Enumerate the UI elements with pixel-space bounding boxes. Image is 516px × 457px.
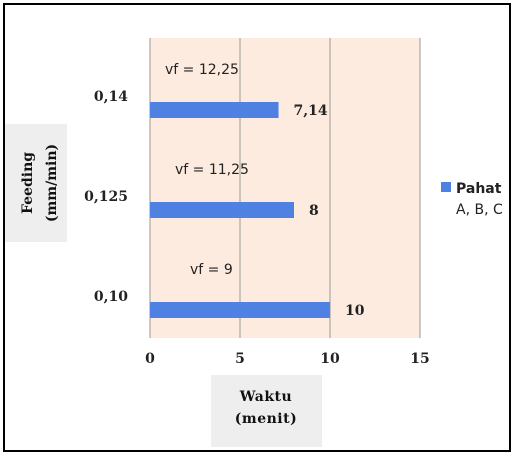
data-labels: 10 8 7,14	[294, 103, 365, 319]
x-axis-title-line1: Waktu	[239, 389, 292, 405]
data-label-2: 7,14	[294, 103, 328, 119]
legend-label-line2: A, B, C	[456, 202, 503, 218]
y-tick-labels: 0,10 0,125 0,14	[84, 89, 128, 305]
y-tick-label-0: 0,10	[94, 289, 128, 305]
x-tick-label-3: 15	[410, 351, 429, 367]
y-axis-title: Feeding	[20, 152, 36, 214]
bar-2	[150, 102, 279, 118]
y-tick-label-2: 0,14	[94, 89, 128, 105]
y-tick-label-1: 0,125	[84, 189, 128, 205]
annotations: vf = 9 vf = 11,25 vf = 12,25	[165, 62, 249, 278]
bars	[150, 102, 330, 318]
x-axis-title-line2: (menit)	[235, 411, 297, 427]
y-axis-title-2: (mm/min)	[44, 144, 60, 222]
annotation-1: vf = 11,25	[175, 162, 249, 178]
annotation-0: vf = 9	[190, 262, 233, 278]
x-tick-label-0: 0	[145, 351, 155, 367]
gridlines	[239, 38, 421, 338]
plot-area	[150, 38, 420, 338]
data-label-1: 8	[309, 203, 319, 219]
y-axis-title-box	[5, 124, 67, 242]
x-axis-title-box	[211, 375, 322, 447]
legend-swatch	[441, 182, 451, 192]
legend-label-line1: Pahat	[456, 181, 502, 197]
y-axis-title-line1: Feeding	[20, 152, 36, 214]
annotation-2: vf = 12,25	[165, 62, 239, 78]
x-tick-label-2: 10	[320, 351, 340, 367]
x-tick-labels: 0 5 10 15	[145, 351, 430, 367]
x-tick-label-1: 5	[235, 351, 245, 367]
data-label-0: 10	[345, 303, 365, 319]
bar-0	[150, 302, 330, 318]
y-axis-title-line2: (mm/min)	[44, 144, 60, 222]
bar-1	[150, 202, 294, 218]
